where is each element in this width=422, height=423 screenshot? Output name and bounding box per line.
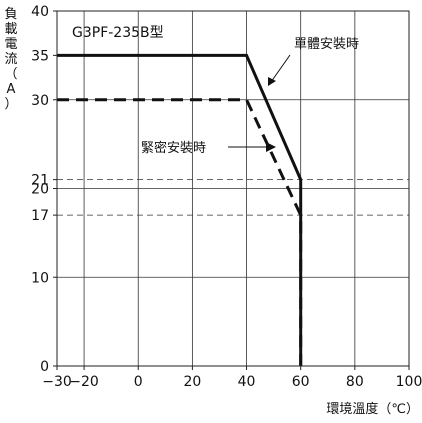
series-line-single-mount — [57, 53, 303, 366]
y-tick-label: 20 — [31, 182, 49, 198]
x-tick-label: −20 — [69, 374, 99, 390]
x-tick-label: 0 — [134, 374, 143, 390]
y-axis-title-char: ） — [4, 97, 17, 112]
x-tick-label: 60 — [292, 374, 310, 390]
arrowhead-dense-mount — [266, 142, 276, 152]
y-axis-title-char: 載 — [4, 22, 17, 37]
x-tick-label: 40 — [238, 374, 256, 390]
x-tick-label: 100 — [396, 374, 422, 390]
y-axis-title-char: 流 — [4, 52, 17, 67]
arrowhead-single-mount — [268, 77, 276, 86]
y-tick-label: 30 — [31, 93, 49, 109]
y-tick-label: 0 — [40, 359, 49, 375]
series-label-single-mount: 單體安裝時 — [294, 37, 359, 52]
y-tick-label: 17 — [31, 208, 49, 224]
leader-line-single-mount — [270, 54, 291, 83]
y-tick-label: 10 — [31, 270, 49, 286]
y-tick-label: 35 — [31, 48, 49, 64]
x-axis-title: 環境溫度（℃） — [326, 401, 419, 417]
x-tick-label: 80 — [346, 374, 364, 390]
y-axis-title-char: A — [7, 82, 16, 97]
x-tick-label: 20 — [183, 374, 201, 390]
series-layer — [57, 53, 303, 366]
y-axis-title-char: 電 — [4, 37, 17, 52]
y-axis-title-char: （ — [4, 67, 17, 82]
y-axis-title-char: 負 — [4, 7, 17, 22]
grid-layer — [57, 11, 409, 366]
series-label-dense-mount: 緊密安裝時 — [141, 140, 206, 156]
y-tick-label: 21 — [31, 173, 49, 189]
model-label: G3PF-235B型 — [72, 25, 164, 41]
series-line-dense-mount — [57, 98, 303, 366]
x-tick-label: −30 — [42, 374, 72, 390]
y-tick-label: 40 — [31, 4, 49, 20]
